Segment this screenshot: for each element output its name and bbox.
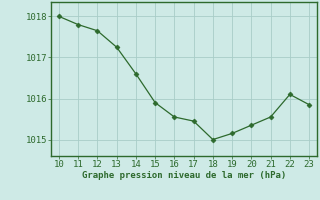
X-axis label: Graphe pression niveau de la mer (hPa): Graphe pression niveau de la mer (hPa) <box>82 171 286 180</box>
